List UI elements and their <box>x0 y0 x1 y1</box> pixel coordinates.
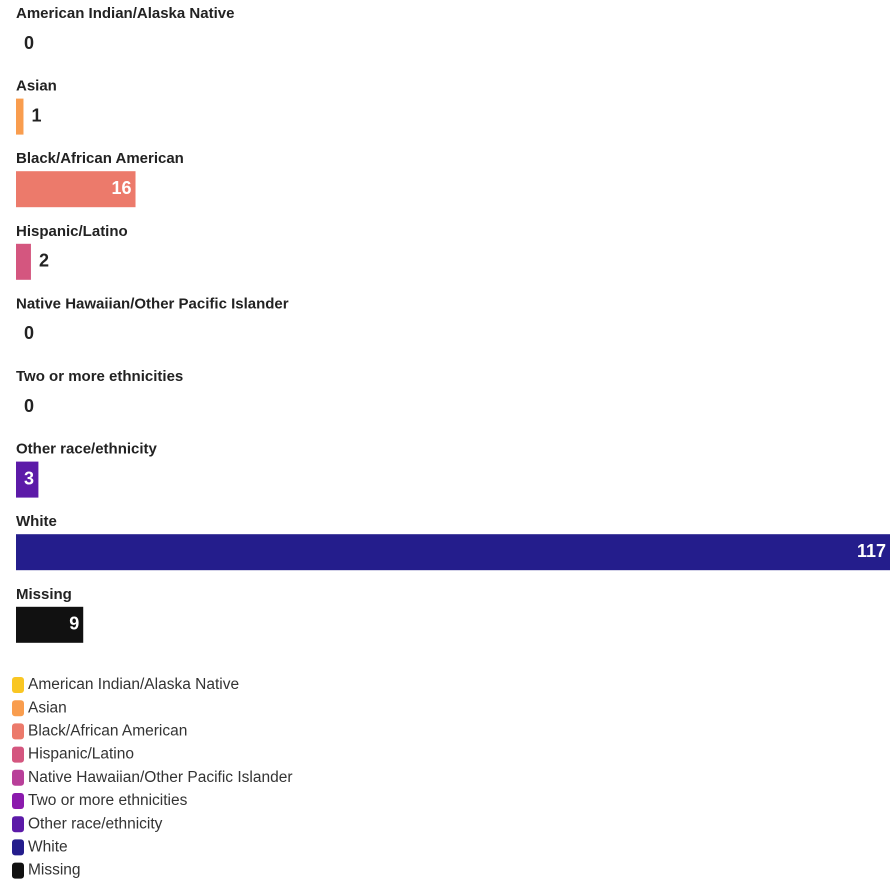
value-label: 3 <box>24 468 34 488</box>
bar <box>16 534 890 571</box>
legend-label: Native Hawaiian/Other Pacific Islander <box>28 769 292 786</box>
bar <box>16 243 31 280</box>
category-label: White <box>16 513 57 530</box>
legend-label: Other race/ethnicity <box>28 815 163 832</box>
legend-label: Asian <box>28 699 67 716</box>
value-label: 16 <box>111 178 131 198</box>
value-label: 2 <box>39 251 49 271</box>
legend-swatch <box>12 746 24 763</box>
legend-swatch <box>12 793 24 809</box>
bar <box>16 98 24 135</box>
category-label: Asian <box>16 78 57 95</box>
category-label: Native Hawaiian/Other Pacific Islander <box>16 295 289 312</box>
category-label: Hispanic/Latino <box>16 223 128 240</box>
category-label: American Indian/Alaska Native <box>16 5 234 22</box>
legend-label: Two or more ethnicities <box>28 792 188 809</box>
category-label: Two or more ethnicities <box>16 368 183 385</box>
value-label: 0 <box>24 396 34 416</box>
category-label: Other race/ethnicity <box>16 441 158 458</box>
bar <box>16 461 39 498</box>
legend-swatch <box>12 677 24 693</box>
value-label: 117 <box>857 541 886 561</box>
category-label: Missing <box>16 586 72 603</box>
bar <box>16 171 136 208</box>
legend-label: Black/African American <box>28 722 187 739</box>
bar <box>16 606 84 643</box>
legend-swatch <box>12 839 24 856</box>
legend-label: White <box>28 838 68 855</box>
value-label: 9 <box>69 614 79 634</box>
legend-swatch <box>12 816 24 833</box>
legend-swatch <box>12 862 24 879</box>
legend-swatch <box>12 769 24 786</box>
value-label: 0 <box>24 323 34 343</box>
legend-label: American Indian/Alaska Native <box>28 676 239 693</box>
category-label: Black/African American <box>16 150 184 167</box>
legend-swatch <box>12 723 24 740</box>
legend-label: Hispanic/Latino <box>28 746 134 763</box>
legend-label: Missing <box>28 862 81 879</box>
value-label: 0 <box>24 33 34 53</box>
legend-swatch <box>12 700 24 717</box>
value-label: 1 <box>31 105 41 125</box>
